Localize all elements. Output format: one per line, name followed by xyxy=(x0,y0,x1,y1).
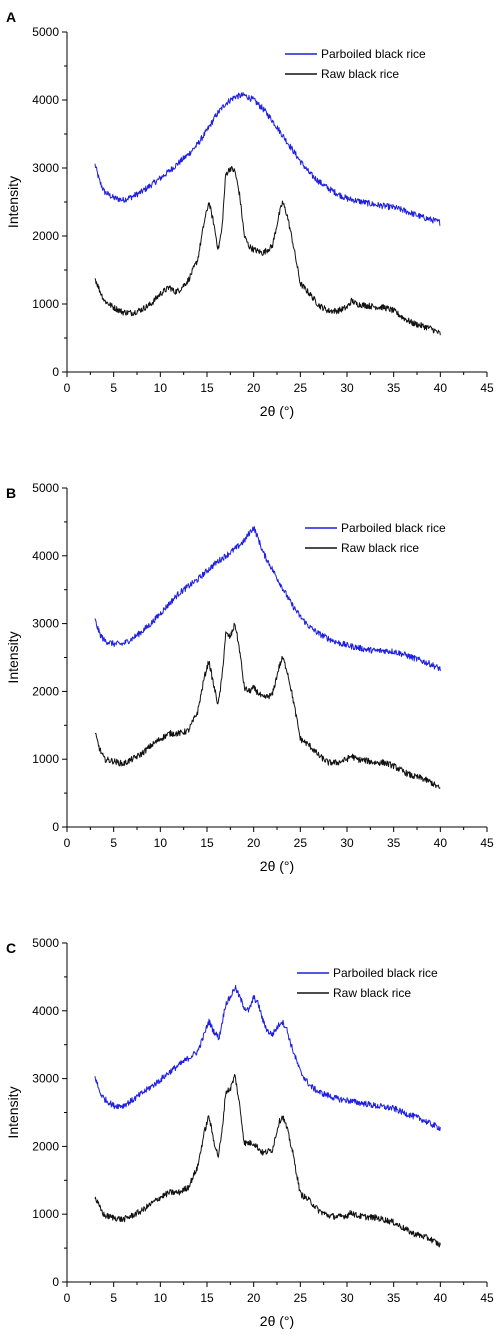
x-tick-label: 30 xyxy=(340,381,354,395)
series-line-parboiled xyxy=(94,526,441,672)
series-line-parboiled xyxy=(94,984,441,1132)
x-axis-label: 2θ (°) xyxy=(260,1313,294,1329)
x-tick-label: 45 xyxy=(480,1291,494,1305)
x-tick-label: 20 xyxy=(247,836,261,850)
y-axis-label: Intensity xyxy=(5,176,21,228)
x-tick-label: 15 xyxy=(200,836,214,850)
x-tick-label: 0 xyxy=(64,1291,71,1305)
x-tick-label: 25 xyxy=(294,1291,308,1305)
y-tick-label: 4000 xyxy=(32,549,59,563)
x-tick-label: 10 xyxy=(154,381,168,395)
x-tick-label: 5 xyxy=(110,381,117,395)
x-tick-label: 15 xyxy=(200,381,214,395)
legend-label: Parboiled black rice xyxy=(321,47,426,61)
x-tick-label: 45 xyxy=(480,836,494,850)
y-tick-label: 3000 xyxy=(32,161,59,175)
x-tick-label: 20 xyxy=(247,381,261,395)
y-tick-label: 0 xyxy=(52,1275,59,1289)
y-tick-label: 0 xyxy=(52,365,59,379)
legend-label: Parboiled black rice xyxy=(341,521,446,535)
y-tick-label: 1000 xyxy=(32,1207,59,1221)
y-tick-label: 2000 xyxy=(32,684,59,698)
y-tick-label: 5000 xyxy=(32,936,59,950)
legend-label: Parboiled black rice xyxy=(333,966,438,980)
x-tick-label: 5 xyxy=(110,836,117,850)
x-tick-label: 35 xyxy=(387,836,401,850)
x-tick-label: 40 xyxy=(434,836,448,850)
x-tick-label: 15 xyxy=(200,1291,214,1305)
y-tick-label: 3000 xyxy=(32,1072,59,1086)
x-axis-label: 2θ (°) xyxy=(260,858,294,874)
x-tick-label: 30 xyxy=(340,1291,354,1305)
y-tick-label: 4000 xyxy=(32,1004,59,1018)
chart-panel-b: B 0 5 10 15 20 25 30 35 40 45 0 1000 2000 3000 4000 5000… xyxy=(5,481,494,874)
x-tick-label: 0 xyxy=(64,381,71,395)
series-line-raw xyxy=(94,622,441,789)
chart-panel-c: C 0 5 10 15 20 25 30 35 40 45 0 1000 2000 3000 4000 5000… xyxy=(5,936,494,1329)
x-tick-label: 5 xyxy=(110,1291,117,1305)
x-tick-label: 30 xyxy=(340,836,354,850)
x-axis-label: 2θ (°) xyxy=(260,403,294,419)
x-tick-label: 10 xyxy=(154,1291,168,1305)
y-axis-label: Intensity xyxy=(5,1086,21,1138)
y-tick-label: 5000 xyxy=(32,481,59,495)
x-tick-label: 25 xyxy=(294,381,308,395)
series-line-parboiled xyxy=(94,92,441,226)
legend-label: Raw black rice xyxy=(321,67,399,81)
x-tick-label: 25 xyxy=(294,836,308,850)
y-tick-label: 3000 xyxy=(32,617,59,631)
x-tick-label: 35 xyxy=(387,381,401,395)
x-tick-label: 40 xyxy=(434,1291,448,1305)
y-tick-label: 1000 xyxy=(32,752,59,766)
y-tick-label: 2000 xyxy=(32,229,59,243)
y-tick-label: 5000 xyxy=(32,25,59,39)
y-tick-label: 4000 xyxy=(32,93,59,107)
series-line-raw xyxy=(94,165,441,336)
x-tick-label: 40 xyxy=(434,381,448,395)
x-tick-label: 20 xyxy=(247,1291,261,1305)
series-line-raw xyxy=(94,1073,441,1248)
y-tick-label: 2000 xyxy=(32,1139,59,1153)
x-tick-label: 45 xyxy=(480,381,494,395)
x-tick-label: 0 xyxy=(64,836,71,850)
y-tick-label: 0 xyxy=(52,820,59,834)
panel-letter: B xyxy=(6,485,16,501)
legend-label: Raw black rice xyxy=(333,986,411,1000)
y-tick-label: 1000 xyxy=(32,297,59,311)
y-axis-label: Intensity xyxy=(5,631,21,683)
legend-label: Raw black rice xyxy=(341,541,419,555)
chart-panel-a: A 0 5 10 15 20 25 30 35 40 45 0 1000 2000 3000 4000 5000… xyxy=(5,9,494,419)
panel-letter: C xyxy=(6,940,16,956)
panel-letter: A xyxy=(6,9,16,25)
x-tick-label: 35 xyxy=(387,1291,401,1305)
x-tick-label: 10 xyxy=(154,836,168,850)
